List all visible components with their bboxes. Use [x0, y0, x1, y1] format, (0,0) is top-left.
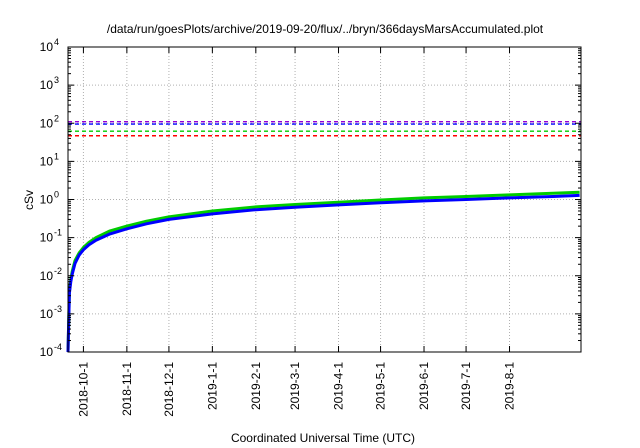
series-lines — [66, 190, 580, 353]
reference-lines — [68, 120, 581, 137]
y-tick-label: 10 0 — [40, 190, 59, 207]
x-tick-label: 2019-2-1 — [249, 362, 263, 410]
x-tick-label: 2019-1-1 — [205, 362, 219, 410]
x-tick-label: 2019-7-1 — [459, 362, 473, 410]
y-tick-base: 10 — [40, 345, 54, 359]
y-tick-base: 10 — [40, 116, 54, 130]
y-tick-label: 10 -1 — [40, 228, 62, 245]
x-tick-label: 2018-11-1 — [120, 362, 134, 416]
y-tick-label: 10 -2 — [40, 266, 62, 283]
y-tick-base: 10 — [40, 193, 54, 207]
x-tick-label: 2019-4-1 — [332, 362, 346, 410]
y-tick-exponent: 2 — [54, 113, 59, 123]
y-tick-exponent: 4 — [54, 37, 59, 47]
y-tick-base: 10 — [40, 307, 54, 321]
series-line — [66, 190, 580, 353]
y-tick-label: 10 -3 — [40, 304, 62, 321]
y-tick-exponent: 0 — [54, 190, 59, 200]
series-line — [66, 193, 580, 353]
y-tick-base: 10 — [40, 269, 54, 283]
x-axis-label: Coordinated Universal Time (UTC) — [231, 431, 415, 445]
x-tick-label: 2018-12-1 — [162, 362, 176, 417]
x-tick-label: 2018-10-1 — [76, 362, 90, 417]
x-tick-label: 2019-5-1 — [374, 362, 388, 410]
y-tick-label: 10 1 — [40, 151, 59, 168]
y-axis-label: cSv — [22, 190, 36, 210]
y-tick-label: 10 2 — [40, 113, 59, 130]
y-tick-exponent: -3 — [54, 304, 62, 314]
y-tick-base: 10 — [40, 154, 54, 168]
y-tick-exponent: 3 — [54, 75, 59, 85]
x-axis: 2018-10-1 2018-11-1 2018-12-1 2019-1-1 2019-… — [76, 47, 517, 417]
x-tick-label: 2019-8-1 — [503, 362, 517, 410]
y-tick-exponent: -2 — [54, 266, 62, 276]
y-tick-label: 10 -4 — [40, 342, 62, 359]
x-tick-label: 2019-6-1 — [417, 362, 431, 410]
y-tick-exponent: -1 — [54, 228, 62, 238]
y-tick-exponent: -4 — [54, 342, 62, 352]
y-tick-base: 10 — [40, 40, 54, 54]
x-tick-label: 2019-3-1 — [288, 362, 302, 410]
y-tick-base: 10 — [40, 78, 54, 92]
y-tick-label: 10 4 — [40, 37, 59, 54]
y-tick-label: 10 3 — [40, 75, 59, 92]
y-tick-base: 10 — [40, 231, 54, 245]
y-tick-exponent: 1 — [54, 151, 59, 161]
chart-title: /data/run/goesPlots/archive/2019-09-20/f… — [107, 22, 544, 36]
